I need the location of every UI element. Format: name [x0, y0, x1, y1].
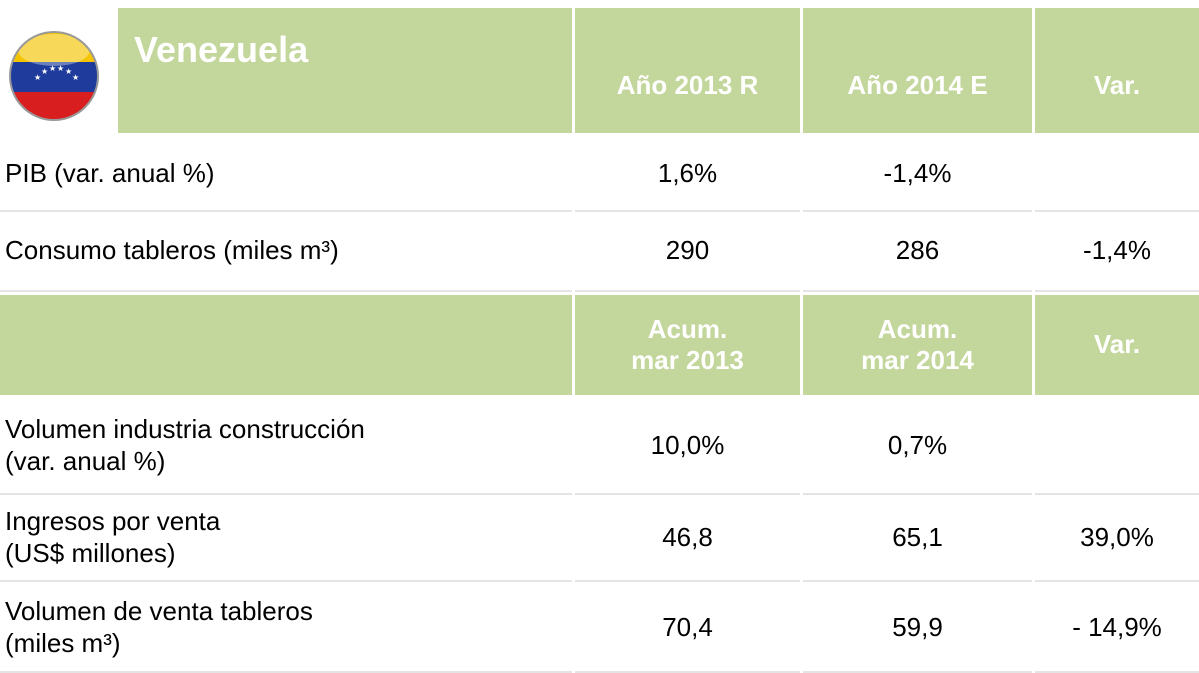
row-label: Consumo tableros (miles m³) — [0, 212, 572, 292]
svg-text:★: ★ — [72, 73, 79, 82]
value-cell: -1,4% — [803, 137, 1032, 212]
svg-text:★: ★ — [65, 67, 72, 76]
value-cell: 59,9 — [803, 584, 1032, 673]
svg-text:★: ★ — [34, 73, 41, 82]
row-label: Volumen industria construcción (var. anu… — [0, 398, 572, 495]
value-cell: 286 — [803, 212, 1032, 292]
header-blank — [0, 295, 572, 395]
row-label: Ingresos por venta (US$ millones) — [0, 495, 572, 582]
title-cell: Venezuela — [118, 8, 572, 133]
value-cell: 65,1 — [803, 495, 1032, 582]
value-cell: - 14,9% — [1035, 584, 1199, 673]
column-header: Acum. mar 2013 — [575, 295, 800, 395]
column-header: Año 2013 R — [575, 8, 800, 133]
column-header: Año 2014 E — [803, 8, 1032, 133]
row-label: Volumen de venta tableros (miles m³) — [0, 584, 572, 673]
value-cell: 46,8 — [575, 495, 800, 582]
svg-text:★: ★ — [57, 64, 64, 73]
empty-cell — [1035, 398, 1199, 495]
value-cell: 10,0% — [575, 398, 800, 495]
column-header: Acum. mar 2014 — [803, 295, 1032, 395]
value-cell: -1,4% — [1035, 212, 1199, 292]
column-header: Var. — [1035, 295, 1199, 395]
value-cell: 70,4 — [575, 584, 800, 673]
flag-icon: ★★ ★ ★ ★★ — [9, 31, 99, 121]
row-label: PIB (var. anual %) — [0, 137, 572, 212]
value-cell: 39,0% — [1035, 495, 1199, 582]
value-cell: 0,7% — [803, 398, 1032, 495]
value-cell: 290 — [575, 212, 800, 292]
svg-text:★: ★ — [41, 67, 48, 76]
empty-cell — [1035, 137, 1199, 212]
svg-text:★: ★ — [49, 64, 56, 73]
column-header: Var. — [1035, 8, 1199, 133]
value-cell: 1,6% — [575, 137, 800, 212]
